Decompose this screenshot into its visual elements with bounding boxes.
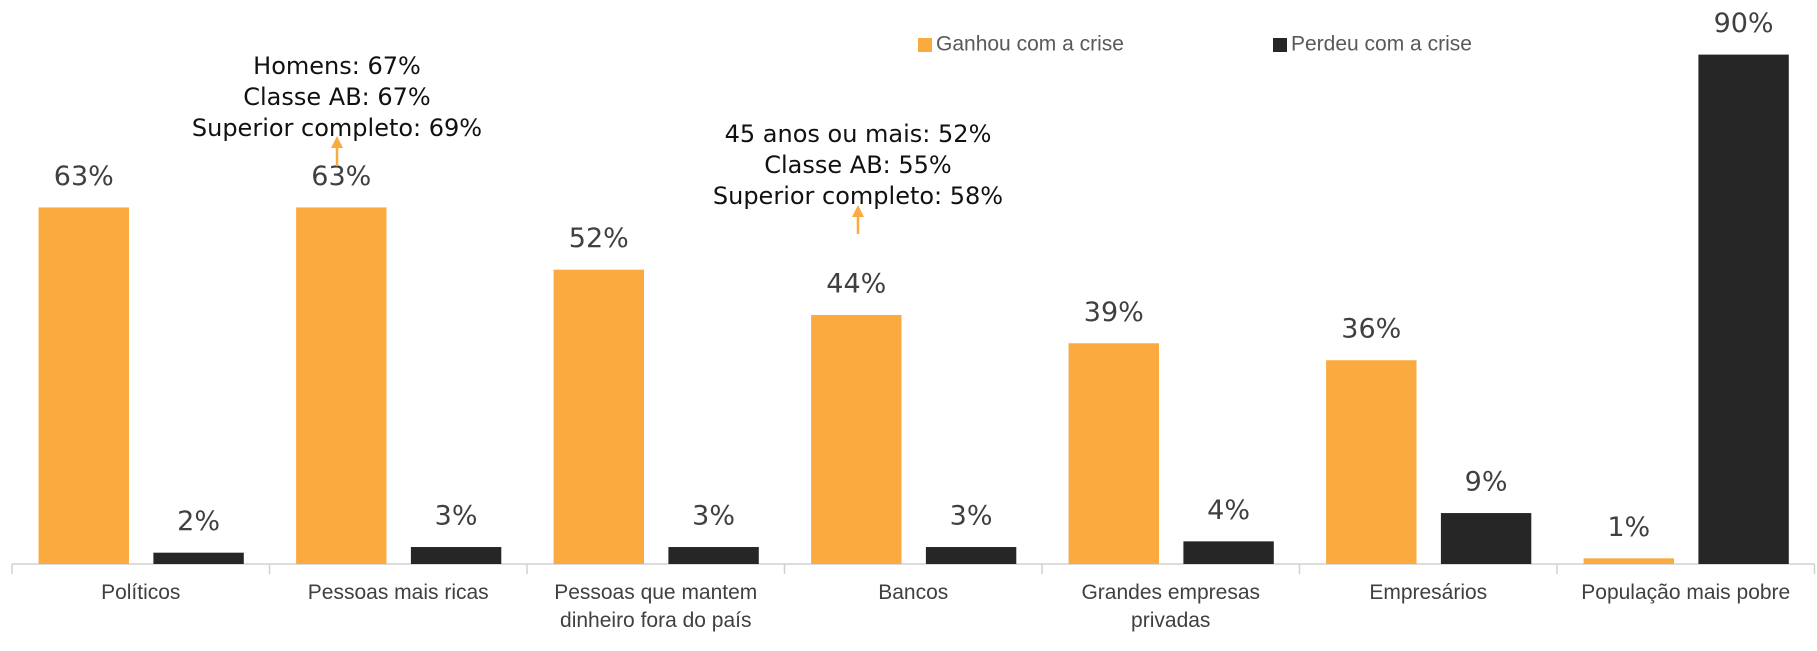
legend-label: Perdeu com a crise — [1291, 33, 1472, 56]
x-tick-label: Políticos — [101, 581, 181, 604]
x-tick-label: Pessoas que mantem dinheiro fora do país — [554, 581, 758, 632]
value-label: 44% — [826, 268, 886, 299]
annotation-arrowhead — [331, 136, 343, 148]
value-label: 39% — [1084, 297, 1144, 328]
annotation: Homens: 67% — [253, 52, 421, 80]
legend-label: Ganhou com a crise — [936, 33, 1124, 56]
bar — [296, 207, 387, 565]
bar — [153, 552, 244, 564]
bar — [38, 207, 129, 565]
legend-swatch — [918, 38, 932, 52]
bar — [1068, 343, 1159, 564]
value-label: 3% — [435, 501, 478, 532]
x-tick-label: Bancos — [878, 581, 949, 604]
bar — [1440, 513, 1532, 564]
value-label: 1% — [1607, 512, 1650, 543]
value-label: 3% — [950, 501, 993, 532]
x-tick-label: Empresários — [1369, 581, 1488, 604]
bar — [1583, 558, 1674, 564]
value-label: 2% — [177, 506, 220, 537]
bar — [410, 547, 502, 564]
value-label: 3% — [692, 501, 735, 532]
bar — [1698, 54, 1789, 564]
annotation: Classe AB: 55% — [764, 151, 951, 179]
x-tick-label: Pessoas mais ricas — [307, 581, 489, 604]
value-label: 36% — [1341, 314, 1401, 345]
annotation: 45 anos ou mais: 52% — [725, 120, 992, 148]
value-label: 63% — [311, 161, 371, 192]
bar — [1326, 360, 1417, 564]
value-label: 63% — [54, 161, 114, 192]
bar — [811, 314, 902, 564]
annotation-arrowhead — [852, 205, 864, 217]
value-label: 9% — [1465, 467, 1508, 498]
annotation: Classe AB: 67% — [243, 83, 430, 111]
value-label: 90% — [1714, 8, 1774, 39]
value-label: 4% — [1207, 495, 1250, 526]
legend-swatch — [1273, 38, 1287, 52]
bar — [1183, 541, 1274, 564]
x-tick-label: População mais pobre — [1581, 581, 1791, 604]
bar — [668, 547, 759, 564]
bar — [553, 269, 644, 564]
bar — [925, 547, 1017, 564]
x-tick-label: Grandes empresas privadas — [1081, 581, 1261, 632]
value-label: 52% — [569, 223, 629, 254]
